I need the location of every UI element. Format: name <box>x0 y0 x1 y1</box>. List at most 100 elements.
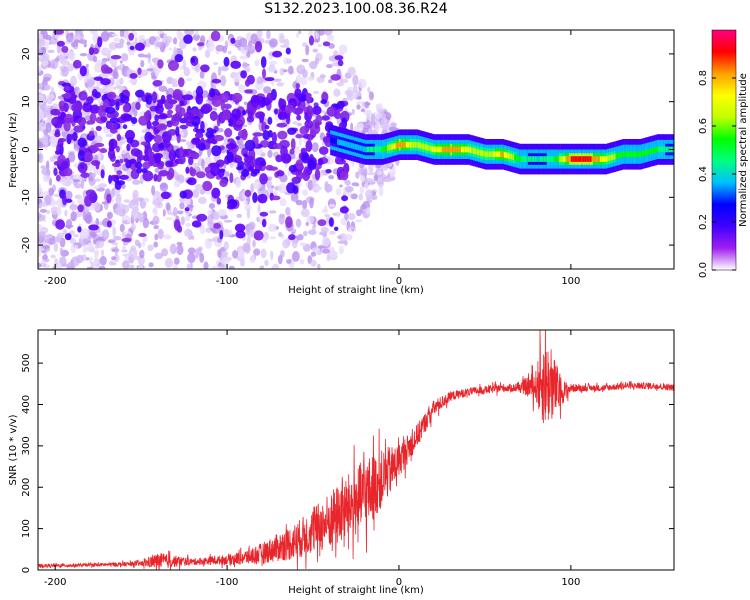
ridge-cell <box>335 138 338 145</box>
heatmap-blob <box>255 111 266 119</box>
heatmap-speckle <box>336 82 345 87</box>
heatmap-speckle <box>38 183 42 194</box>
heatmap-speckle <box>203 261 209 269</box>
heatmap-speckle <box>254 59 260 67</box>
heatmap-speckle <box>70 211 77 222</box>
heatmap-speckle <box>252 239 256 248</box>
heatmap-speckle <box>368 91 374 101</box>
heatmap-speckle <box>114 207 123 216</box>
heatmap-blob <box>295 159 304 170</box>
snr-x-label: Height of straight line (km) <box>288 585 424 596</box>
ridge-cell <box>579 156 582 162</box>
ridge-cell <box>507 152 510 159</box>
heatmap-blob <box>276 122 288 128</box>
heatmap-speckle <box>199 252 205 263</box>
heatmap-speckle <box>128 79 137 84</box>
heatmap-speckle <box>119 30 124 38</box>
heatmap-blob <box>312 105 322 116</box>
heatmap-speckle <box>53 242 59 252</box>
heatmap-speckle <box>215 44 225 52</box>
heatmap-speckle <box>126 169 131 178</box>
ridge-cell <box>607 155 609 162</box>
ridge-cell <box>562 156 565 162</box>
heatmap-blob <box>191 137 201 145</box>
heatmap-speckle <box>317 30 325 36</box>
heatmap-blob <box>252 192 258 204</box>
heatmap-speckle <box>319 74 326 79</box>
heatmap-speckle <box>352 74 359 86</box>
heatmap-speckle <box>292 251 300 262</box>
ridge-cell <box>622 151 625 158</box>
heatmap-blob <box>93 76 104 81</box>
heatmap-speckle <box>344 186 354 193</box>
heatmap-blob <box>175 104 182 114</box>
heatmap-speckle <box>67 152 76 163</box>
heatmap-speckle <box>249 255 256 264</box>
heatmap-speckle <box>173 257 180 265</box>
heatmap-blob <box>223 56 230 67</box>
heatmap-blob <box>253 230 264 241</box>
heatmap-speckle <box>167 87 175 97</box>
heatmap-speckle <box>195 248 200 259</box>
heatmap-blob <box>245 156 254 161</box>
heatmap-speckle <box>338 245 344 255</box>
heatmap-speckle <box>358 168 368 176</box>
ridge-cell <box>619 152 621 159</box>
heatmap-speckle <box>239 55 248 60</box>
heatmap-speckle <box>364 182 369 190</box>
heatmap-speckle <box>278 232 283 237</box>
heatmap-speckle <box>220 65 229 72</box>
heatmap-speckle <box>184 228 193 238</box>
heatmap-blob <box>130 117 138 124</box>
heatmap-blob <box>290 138 296 151</box>
heatmap-speckle <box>269 236 277 240</box>
heatmap-blob <box>77 162 88 174</box>
heatmap-speckle <box>42 245 50 249</box>
heatmap-speckle <box>278 213 286 219</box>
heatmap-blob <box>251 168 260 175</box>
heatmap-speckle <box>246 208 251 219</box>
heatmap-blob <box>153 134 163 144</box>
heatmap-speckle <box>344 233 353 241</box>
heatmap-blob <box>147 134 156 140</box>
ridge-cell <box>644 150 647 156</box>
heatmap-blob <box>244 139 256 152</box>
heatmap-blob <box>100 64 110 74</box>
heatmap-speckle <box>132 179 141 185</box>
ridge-cell <box>445 146 448 153</box>
snr-line <box>38 330 674 570</box>
ridge-cell <box>378 146 381 153</box>
heatmap-blob <box>80 172 90 178</box>
heatmap-speckle <box>309 197 314 209</box>
heatmap-speckle <box>329 230 336 235</box>
heatmap-speckle <box>100 30 110 42</box>
heatmap-speckle <box>339 184 343 188</box>
heatmap-blob <box>264 125 270 130</box>
ridge-cell <box>471 147 474 154</box>
heatmap-speckle <box>154 252 164 260</box>
heatmap-speckle <box>76 254 84 264</box>
colorbar-tick-label: 0.0 <box>698 262 709 278</box>
spectrogram-y-tick-label: -20 <box>21 237 32 253</box>
heatmap-speckle <box>42 30 48 40</box>
heatmap-blob <box>277 111 288 120</box>
heatmap-blob <box>259 211 269 217</box>
heatmap-speckle <box>357 78 367 89</box>
heatmap-speckle <box>378 186 384 197</box>
heatmap-blob <box>196 213 208 222</box>
heatmap-blob <box>77 116 87 126</box>
heatmap-blob <box>177 77 185 88</box>
ridge-cell <box>443 146 446 153</box>
heatmap-blob <box>230 37 236 44</box>
heatmap-blob <box>222 109 231 121</box>
heatmap-speckle <box>367 86 371 94</box>
heatmap-blob <box>134 161 143 169</box>
ridge-cell <box>529 156 532 162</box>
heatmap-speckle <box>208 203 216 209</box>
heatmap-blob <box>195 92 204 105</box>
heatmap-speckle <box>157 30 164 35</box>
ridge-cell <box>636 151 639 158</box>
heatmap-speckle <box>343 213 349 220</box>
heatmap-speckle <box>142 236 146 248</box>
heatmap-speckle <box>368 163 374 173</box>
